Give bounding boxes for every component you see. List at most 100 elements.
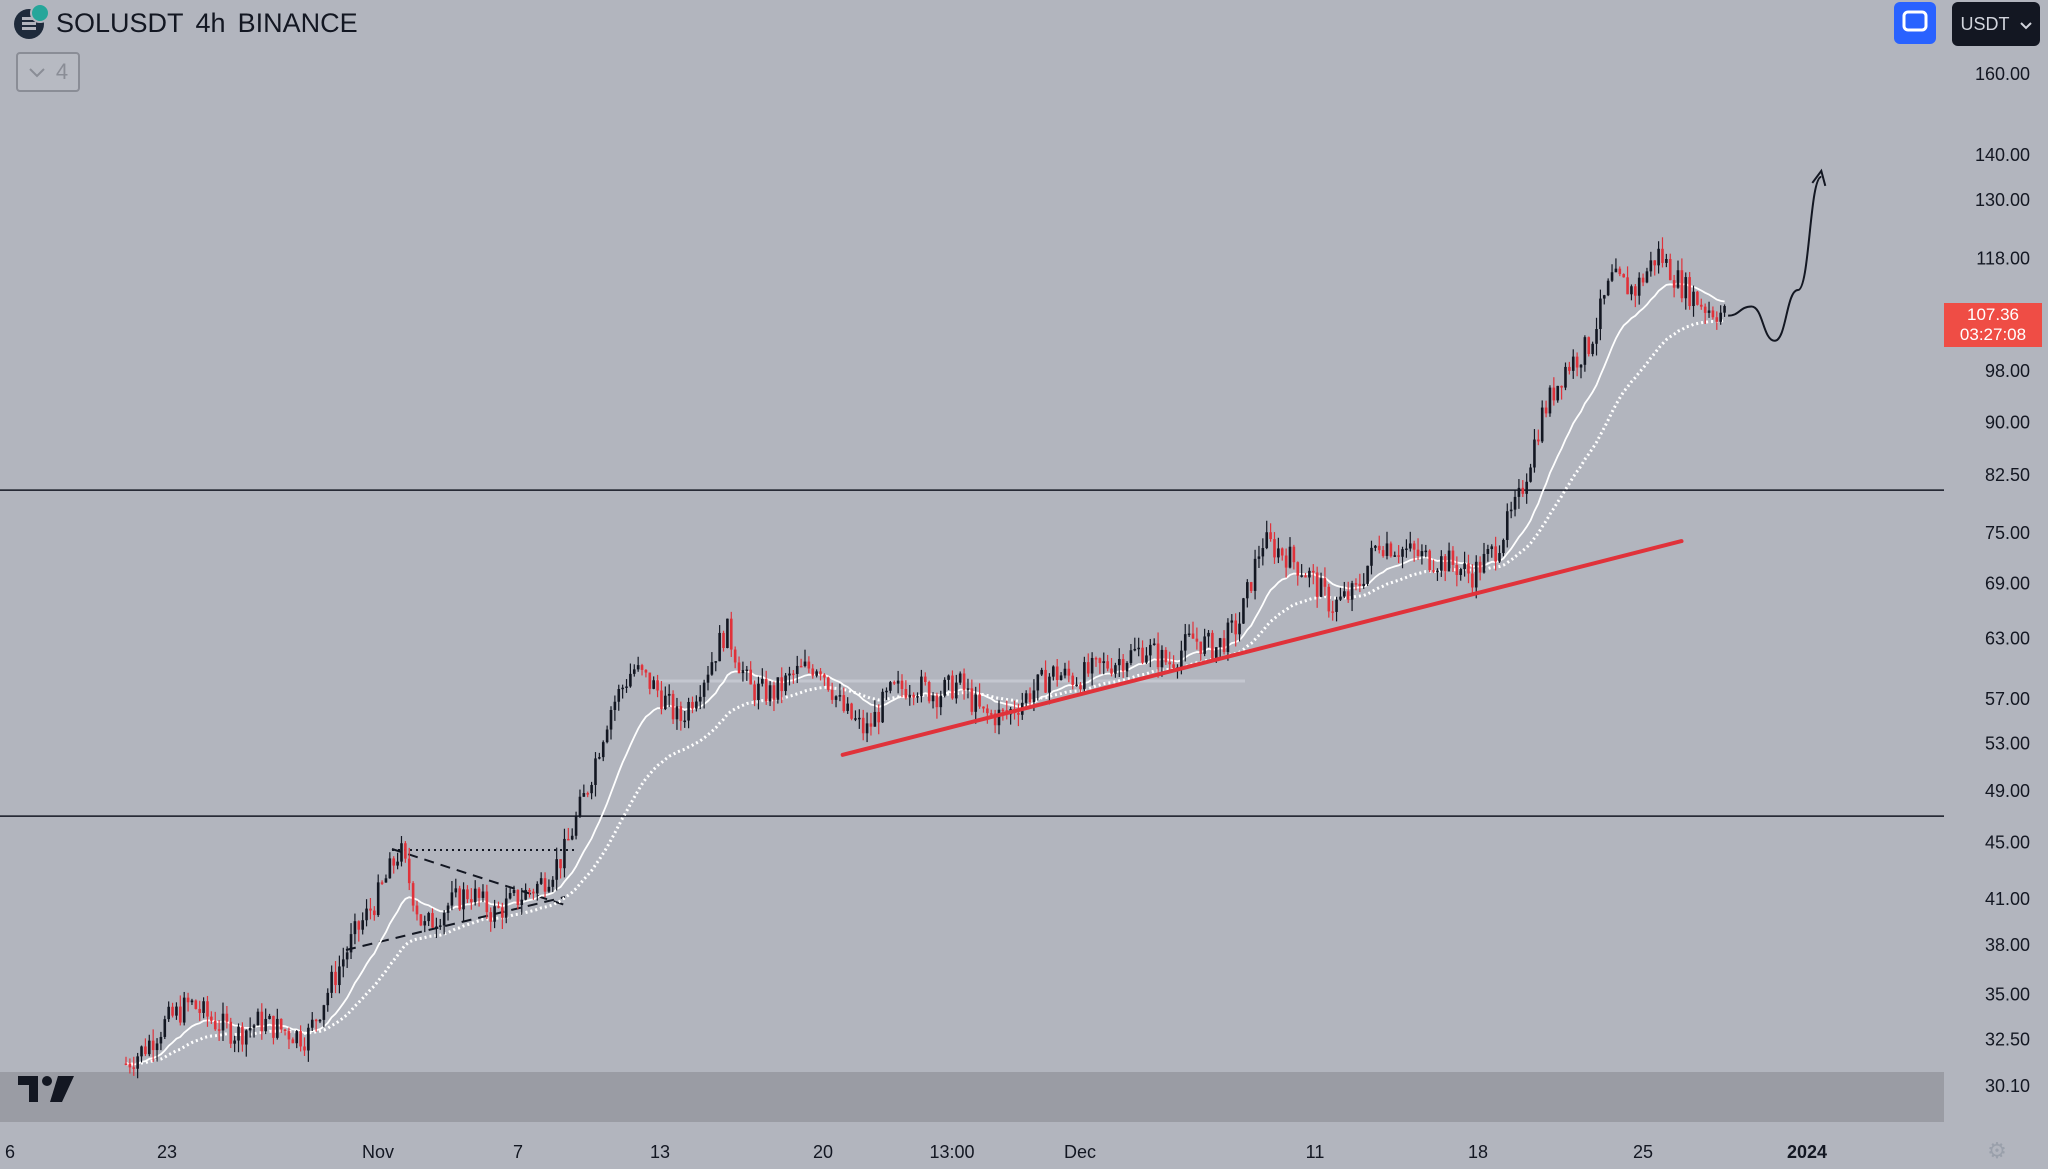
candle-body <box>970 688 974 712</box>
candle-body <box>206 1001 209 1017</box>
candle-body <box>1556 385 1560 401</box>
candle-body <box>939 695 943 708</box>
candle-body <box>695 701 698 709</box>
candle-body <box>233 1040 236 1044</box>
candle-body <box>830 689 834 700</box>
y-tick-label: 130.00 <box>1975 190 2030 210</box>
candle-body <box>594 758 597 785</box>
candle-body <box>799 665 803 668</box>
tradingview-logo-icon[interactable] <box>16 1072 78 1106</box>
candle-body <box>702 682 706 697</box>
candle-body <box>784 675 787 692</box>
y-tick-label: 69.00 <box>1985 573 2030 593</box>
candle-body <box>489 912 493 922</box>
candle-body <box>341 959 345 967</box>
candle-body <box>225 1013 229 1022</box>
gear-icon[interactable]: ⚙ <box>1987 1138 2007 1163</box>
candle-body <box>1599 298 1602 330</box>
candle-body <box>718 632 721 662</box>
candle-body <box>1300 575 1303 577</box>
candle-body <box>865 723 869 734</box>
candle-body <box>547 886 551 892</box>
candle-body <box>1350 583 1354 600</box>
drawings <box>840 168 1827 757</box>
candle-body <box>1315 572 1319 597</box>
indicators-toggle-button[interactable]: 4 <box>16 52 80 92</box>
candle-body <box>539 878 543 884</box>
candle-body <box>664 695 667 710</box>
candle-body <box>559 859 562 869</box>
candle-body <box>776 677 780 700</box>
candle-body <box>1331 611 1334 613</box>
candle-body <box>1079 684 1082 690</box>
projection-arrowhead <box>1811 168 1827 187</box>
candle-body <box>147 1040 151 1055</box>
candle-body <box>873 711 877 727</box>
candle-body <box>1339 596 1342 600</box>
x-tick-label: 13:00 <box>929 1142 974 1162</box>
candle-body <box>485 891 489 913</box>
candle-body <box>1277 548 1280 558</box>
candle-body <box>369 908 372 911</box>
candle-body <box>1630 286 1633 295</box>
candle-body <box>1408 543 1412 549</box>
currency-select[interactable]: USDT <box>1952 2 2040 46</box>
candle-body <box>279 1018 283 1030</box>
candle-body <box>772 685 776 700</box>
candle-body <box>520 899 524 905</box>
symbol-name[interactable]: SOLUSDT <box>56 8 184 38</box>
price-axis[interactable]: 160.00 140.00 130.00 118.00 98.00 90.00 82.50 7… <box>1975 64 2030 1096</box>
candle-body <box>516 889 520 905</box>
y-tick-label: 63.00 <box>1985 629 2030 649</box>
candle-body <box>357 921 361 930</box>
candle-body <box>625 686 628 688</box>
candle-body <box>1187 633 1191 636</box>
y-tick-label: 35.00 <box>1985 985 2030 1005</box>
interval-label[interactable]: 4h <box>195 8 226 38</box>
candle-body <box>1226 622 1230 652</box>
fullscreen-button[interactable] <box>1894 2 1936 44</box>
candle-body <box>792 673 795 676</box>
candle-body <box>1579 364 1583 368</box>
candle-body <box>675 706 679 720</box>
y-tick-label: 118.00 <box>1976 248 2030 268</box>
candle-body <box>376 882 380 916</box>
candle-body <box>1703 306 1707 313</box>
candle-body <box>268 1015 271 1019</box>
candle-body <box>1424 550 1428 553</box>
candle-body <box>144 1046 147 1055</box>
candle-body <box>1385 543 1389 556</box>
candle-body <box>136 1056 139 1069</box>
candle-body <box>1280 548 1284 556</box>
candle-body <box>636 665 640 670</box>
candle-body <box>947 675 950 680</box>
candle-body <box>1587 337 1591 355</box>
candle-body <box>1680 270 1684 299</box>
candle-body <box>1246 582 1249 599</box>
candle-body <box>1067 668 1071 676</box>
triangle-upper-line <box>391 848 566 906</box>
time-axis[interactable]: 6 23 Nov 7 13 20 13:00 Dec 11 18 25 2024 <box>5 1142 1827 1162</box>
bottom-band <box>0 1072 1944 1122</box>
candle-body <box>1211 632 1214 659</box>
candle-body <box>1253 558 1257 591</box>
candle-body <box>264 1018 267 1032</box>
y-tick-label: 75.00 <box>1985 523 2030 543</box>
candle-body <box>706 674 710 683</box>
y-tick-label: 90.00 <box>1985 413 2030 433</box>
candle-body <box>411 883 415 906</box>
indicator-count: 4 <box>55 59 69 84</box>
x-tick-label: 6 <box>5 1142 15 1162</box>
candle-body <box>811 668 815 676</box>
candle-body <box>194 1000 198 1009</box>
candle-body <box>493 906 496 922</box>
candle-body <box>1420 551 1424 556</box>
candle-body <box>555 859 558 880</box>
candle-body <box>186 997 190 1003</box>
candle-body <box>962 673 966 690</box>
candle-body <box>1207 632 1210 637</box>
candle-body <box>1296 562 1300 576</box>
symbol-header[interactable]: SOLUSDT 4h BINANCE <box>14 2 358 39</box>
candle-body <box>1602 295 1606 299</box>
